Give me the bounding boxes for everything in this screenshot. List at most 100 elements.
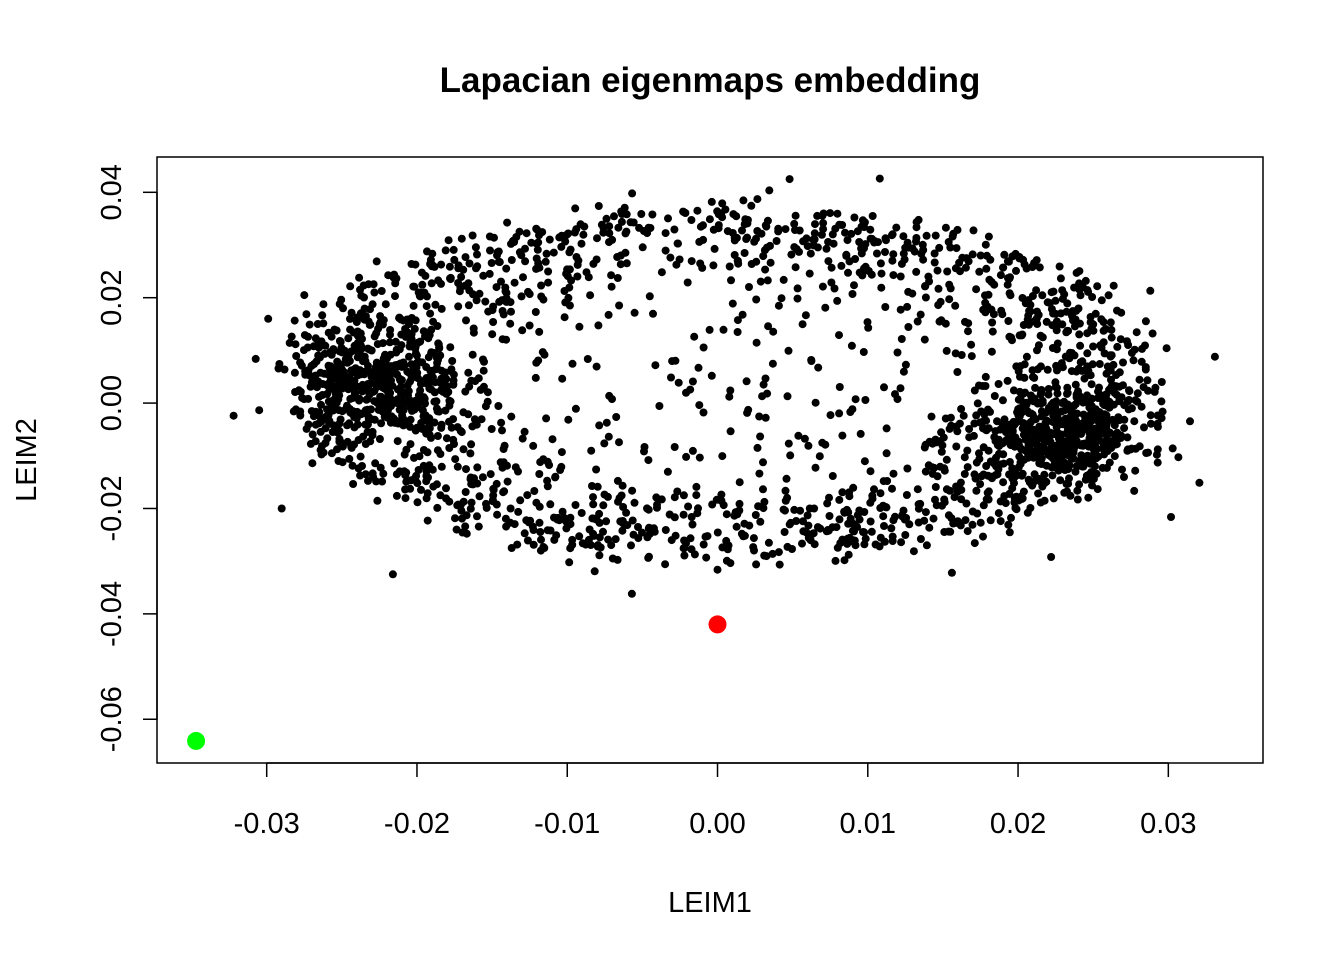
scatter-point xyxy=(763,276,772,285)
scatter-point xyxy=(1053,389,1062,398)
scatter-point xyxy=(729,210,738,219)
scatter-point xyxy=(389,396,397,405)
scatter-point xyxy=(385,377,393,386)
scatter-point xyxy=(680,544,689,552)
scatter-point xyxy=(424,373,432,382)
scatter-point xyxy=(1022,352,1031,361)
scatter-point xyxy=(457,234,466,243)
scatter-point xyxy=(592,362,601,371)
scatter-point xyxy=(860,528,869,537)
scatter-point xyxy=(937,428,946,437)
scatter-point xyxy=(1146,411,1155,420)
scatter-point xyxy=(768,359,777,368)
scatter-point xyxy=(457,273,466,281)
scatter-point xyxy=(343,421,352,430)
scatter-point xyxy=(785,175,794,184)
scatter-point xyxy=(1083,451,1092,460)
scatter-point xyxy=(1005,289,1014,298)
scatter-point xyxy=(856,429,865,438)
scatter-point xyxy=(749,543,758,552)
scatter-point xyxy=(1088,360,1097,369)
scatter-point xyxy=(705,325,714,334)
scatter-point xyxy=(519,273,527,282)
scatter-point xyxy=(952,422,961,431)
scatter-point xyxy=(1010,498,1019,507)
scatter-point xyxy=(969,226,978,235)
scatter-point xyxy=(1135,442,1144,451)
scatter-point xyxy=(1099,338,1108,347)
scatter-point xyxy=(694,363,703,372)
scatter-point xyxy=(442,389,451,398)
scatter-point xyxy=(492,283,501,292)
scatter-point xyxy=(600,490,609,499)
scatter-point xyxy=(532,498,541,507)
scatter-point xyxy=(1053,366,1061,375)
scatter-point xyxy=(1143,376,1152,385)
scatter-point xyxy=(425,424,434,433)
scatter-point xyxy=(502,522,511,531)
scatter-point xyxy=(1075,480,1084,489)
scatter-point xyxy=(850,281,858,290)
scatter-point xyxy=(1104,291,1113,300)
scatter-point xyxy=(487,259,496,267)
scatter-point xyxy=(1048,429,1057,438)
scatter-point xyxy=(853,511,862,520)
scatter-point xyxy=(975,454,984,463)
scatter-point xyxy=(498,426,506,435)
scatter-point xyxy=(311,407,320,416)
scatter-point xyxy=(368,300,377,309)
scatter-point xyxy=(1031,440,1040,449)
scatter-point xyxy=(733,316,742,325)
scatter-point xyxy=(941,414,950,423)
scatter-point xyxy=(481,297,490,306)
scatter-point xyxy=(1044,390,1053,399)
scatter-point xyxy=(630,498,639,507)
scatter-point xyxy=(548,435,557,444)
scatter-point xyxy=(1018,494,1027,503)
scatter-point xyxy=(845,488,854,497)
scatter-point xyxy=(808,529,817,538)
scatter-point xyxy=(416,386,425,395)
scatter-point xyxy=(742,377,751,386)
scatter-point xyxy=(595,533,604,542)
scatter-point xyxy=(552,531,561,540)
scatter-point xyxy=(929,514,938,523)
scatter-point xyxy=(277,504,286,513)
scatter-point xyxy=(927,412,936,421)
scatter-point xyxy=(740,249,749,257)
scatter-point xyxy=(916,310,925,319)
scatter-point xyxy=(831,556,840,565)
scatter-point xyxy=(1018,294,1027,302)
scatter-point xyxy=(360,304,369,313)
scatter-point xyxy=(887,524,896,533)
scatter-point xyxy=(999,263,1007,272)
scatter-point xyxy=(1058,286,1067,295)
scatter-point xyxy=(517,292,526,301)
scatter-point xyxy=(565,558,574,567)
scatter-point xyxy=(650,527,659,536)
scatter-point xyxy=(1162,344,1171,353)
scatter-point xyxy=(476,385,485,394)
scatter-point xyxy=(726,386,735,395)
scatter-point xyxy=(919,255,928,264)
scatter-point xyxy=(991,427,1000,436)
scatter-point xyxy=(1067,407,1076,416)
scatter-point xyxy=(539,295,548,304)
scatter-point xyxy=(892,223,901,232)
scatter-point xyxy=(1113,342,1122,351)
scatter-point xyxy=(317,417,326,426)
scatter-point xyxy=(1119,381,1127,390)
scatter-point xyxy=(922,231,931,240)
scatter-point xyxy=(993,417,1001,426)
scatter-point xyxy=(781,496,790,505)
scatter-point xyxy=(451,514,459,523)
scatter-point xyxy=(828,472,837,480)
scatter-point xyxy=(396,376,405,385)
scatter-point xyxy=(940,495,949,504)
scatter-point xyxy=(613,274,622,282)
scatter-point xyxy=(402,477,411,486)
scatter-point xyxy=(570,228,579,237)
scatter-point xyxy=(752,560,761,569)
scatter-point xyxy=(339,371,348,380)
scatter-point xyxy=(393,385,402,394)
